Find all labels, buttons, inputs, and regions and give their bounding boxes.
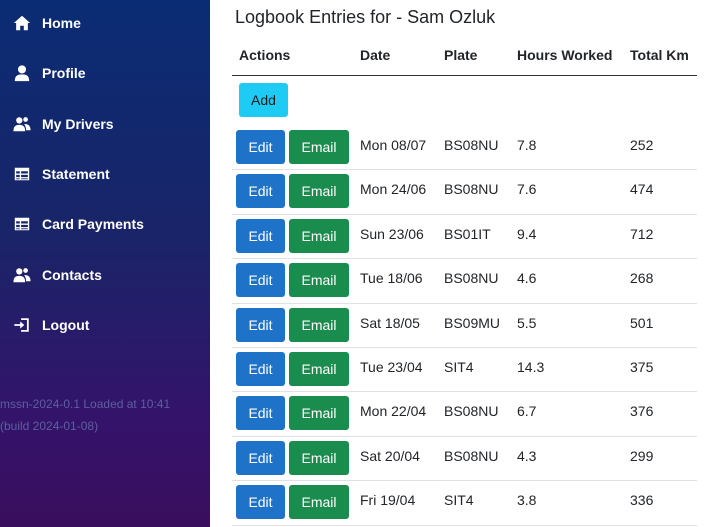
- table-row: Edit Email Mon 08/07 BS08NU 7.8 252: [232, 126, 697, 171]
- table-row: Edit Email Sat 20/04 BS08NU 4.3 299: [232, 437, 697, 482]
- cell-total-km: 336: [630, 492, 654, 509]
- edit-button[interactable]: Edit: [236, 174, 285, 209]
- cell-total-km: 501: [630, 314, 654, 331]
- cell-total-km: 375: [630, 358, 654, 375]
- cell-hours-worked: 4.3: [517, 447, 537, 464]
- column-header-actions: Actions: [239, 47, 291, 63]
- email-button[interactable]: Email: [289, 218, 349, 253]
- email-button[interactable]: Email: [289, 485, 349, 520]
- cell-hours-worked: 3.8: [517, 492, 537, 509]
- build-line: (build 2024-01-08): [0, 419, 99, 433]
- cell-plate: SIT4: [444, 492, 474, 509]
- logout-icon: [13, 316, 31, 334]
- cell-plate: BS01IT: [444, 225, 491, 242]
- sidebar-item-home[interactable]: Home: [0, 8, 210, 38]
- edit-button[interactable]: Edit: [236, 307, 285, 342]
- sidebar-item-profile[interactable]: Profile: [0, 58, 210, 88]
- table-row: Edit Email Fri 19/04 SIT4 3.8 336: [232, 481, 697, 526]
- sidebar-item-label: Home: [42, 15, 81, 31]
- cell-hours-worked: 5.5: [517, 314, 537, 331]
- cell-plate: SIT4: [444, 358, 474, 375]
- email-button[interactable]: Email: [289, 263, 349, 298]
- edit-button[interactable]: Edit: [236, 351, 285, 386]
- version-info: mssn-2024-0.1 Loaded at 10:41 (build 202…: [0, 393, 205, 437]
- cell-total-km: 268: [630, 270, 654, 287]
- column-header-plate: Plate: [444, 47, 478, 63]
- sidebar-item-label: Logout: [42, 317, 90, 333]
- cell-plate: BS09MU: [444, 314, 501, 331]
- column-header-hours-worked: Hours Worked: [517, 47, 613, 63]
- user-icon: [13, 64, 31, 82]
- sidebar-item-label: My Drivers: [42, 116, 114, 132]
- sidebar-item-label: Statement: [42, 166, 110, 182]
- sidebar-item-my-drivers[interactable]: My Drivers: [0, 109, 210, 139]
- cell-date: Tue 18/06: [360, 270, 423, 287]
- cell-total-km: 376: [630, 403, 654, 420]
- sidebar-item-label: Card Payments: [42, 216, 144, 232]
- cell-total-km: 299: [630, 447, 654, 464]
- add-entry-button[interactable]: Add: [239, 83, 288, 117]
- table-icon: [13, 215, 31, 233]
- column-header-date: Date: [360, 47, 391, 63]
- email-button[interactable]: Email: [289, 130, 349, 164]
- column-header-total-km: Total Km: [630, 47, 689, 63]
- cell-date: Fri 19/04: [360, 492, 416, 509]
- cell-hours-worked: 4.6: [517, 270, 537, 287]
- cell-date: Sat 20/04: [360, 447, 420, 464]
- users-icon: [13, 266, 31, 284]
- edit-button[interactable]: Edit: [236, 263, 285, 298]
- cell-plate: BS08NU: [444, 447, 499, 464]
- cell-date: Mon 22/04: [360, 403, 427, 420]
- sidebar-item-label: Profile: [42, 65, 86, 81]
- header-divider: [232, 75, 697, 76]
- cell-hours-worked: 14.3: [517, 358, 545, 375]
- page-title: Logbook Entries for - Sam Ozluk: [235, 7, 496, 27]
- email-button[interactable]: Email: [289, 307, 349, 342]
- table-row: Edit Email Sun 23/06 BS01IT 9.4 712: [232, 215, 697, 260]
- sidebar-item-logout[interactable]: Logout: [0, 310, 210, 340]
- sidebar-item-statement[interactable]: Statement: [0, 159, 210, 189]
- cell-hours-worked: 7.6: [517, 181, 537, 198]
- email-button[interactable]: Email: [289, 351, 349, 386]
- table-row: Edit Email Tue 23/04 SIT4 14.3 375: [232, 348, 697, 393]
- table-icon: [13, 165, 31, 183]
- cell-total-km: 252: [630, 137, 654, 153]
- cell-date: Sun 23/06: [360, 225, 424, 242]
- table-row: Edit Email Sat 18/05 BS09MU 5.5 501: [232, 304, 697, 348]
- cell-hours-worked: 7.8: [517, 137, 537, 153]
- edit-button[interactable]: Edit: [236, 440, 285, 475]
- cell-date: Mon 24/06: [360, 181, 427, 198]
- table-row: Edit Email Mon 24/06 BS08NU 7.6 474: [232, 170, 697, 215]
- sidebar: Home Profile My Drivers Statement Card P…: [0, 0, 210, 527]
- edit-button[interactable]: Edit: [236, 130, 285, 164]
- cell-plate: BS08NU: [444, 270, 499, 287]
- logbook-table-body: Edit Email Mon 08/07 BS08NU 7.8 252 Edit Email M…: [232, 126, 697, 526]
- sidebar-item-label: Contacts: [42, 267, 102, 283]
- table-row: Edit Email Mon 22/04 BS08NU 6.7 376: [232, 392, 697, 437]
- cell-date: Tue 23/04: [360, 358, 423, 375]
- cell-plate: BS08NU: [444, 181, 499, 198]
- cell-total-km: 712: [630, 225, 654, 242]
- edit-button[interactable]: Edit: [236, 396, 285, 431]
- main-content: Logbook Entries for - Sam Ozluk Actions …: [210, 0, 721, 527]
- table-row: Edit Email Tue 18/06 BS08NU 4.6 268: [232, 259, 697, 304]
- users-icon: [13, 115, 31, 133]
- email-button[interactable]: Email: [289, 440, 349, 475]
- cell-hours-worked: 6.7: [517, 403, 537, 420]
- cell-date: Sat 18/05: [360, 314, 420, 331]
- cell-plate: BS08NU: [444, 137, 499, 153]
- email-button[interactable]: Email: [289, 396, 349, 431]
- cell-plate: BS08NU: [444, 403, 499, 420]
- cell-total-km: 474: [630, 181, 654, 198]
- sidebar-item-contacts[interactable]: Contacts: [0, 260, 210, 290]
- sidebar-item-card-payments[interactable]: Card Payments: [0, 209, 210, 239]
- cell-hours-worked: 9.4: [517, 225, 537, 242]
- home-icon: [13, 14, 31, 32]
- cell-date: Mon 08/07: [360, 137, 427, 153]
- edit-button[interactable]: Edit: [236, 218, 285, 253]
- email-button[interactable]: Email: [289, 174, 349, 209]
- edit-button[interactable]: Edit: [236, 485, 285, 520]
- version-line: mssn-2024-0.1 Loaded at 10:41: [0, 397, 171, 411]
